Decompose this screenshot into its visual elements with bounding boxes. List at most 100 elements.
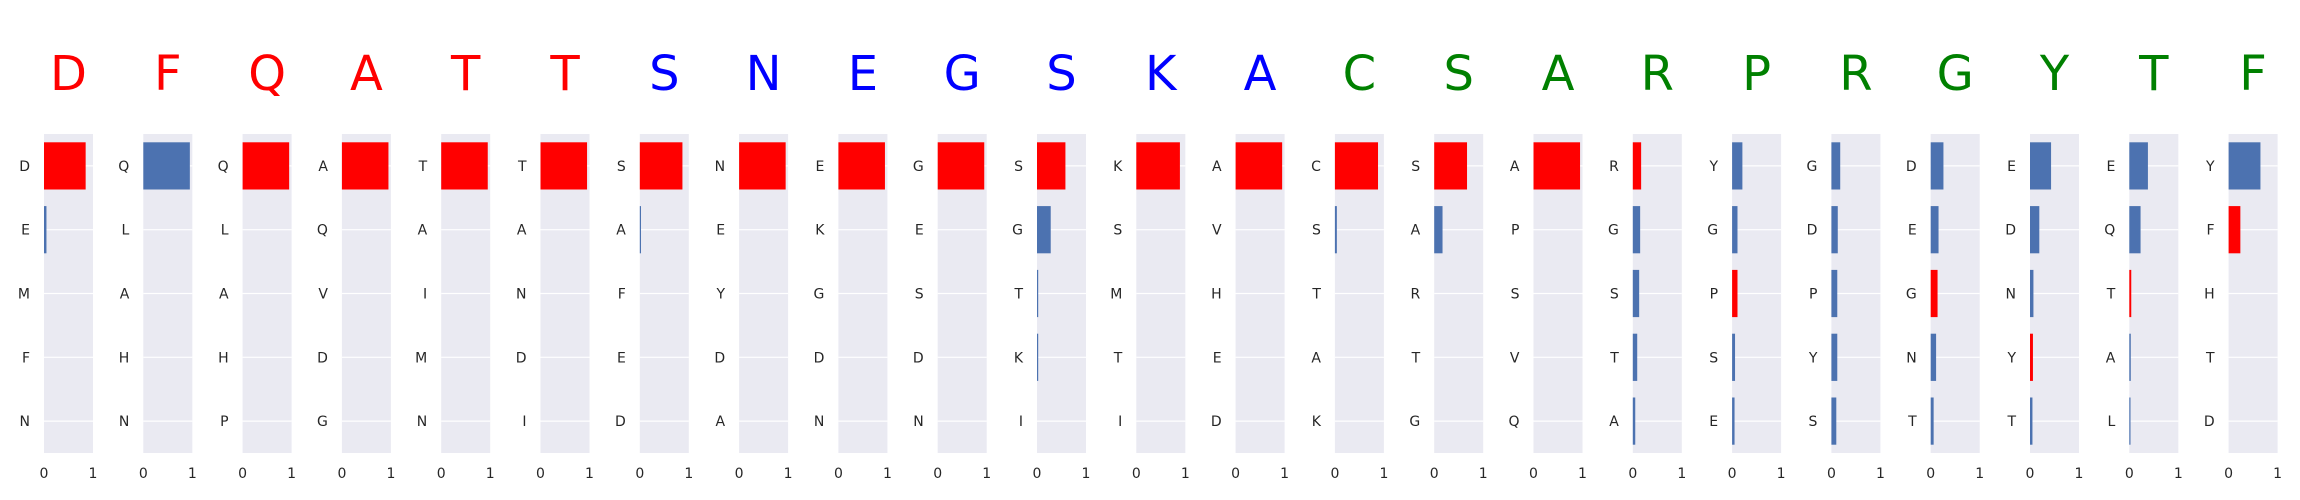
x-tick-label: 1 [883,466,892,482]
bar [739,142,786,190]
bar [1632,142,1642,190]
y-tick-label: R [1410,287,1420,303]
y-tick-label: T [1609,350,1619,366]
bar [1632,269,1640,318]
y-tick-label: N [715,159,725,175]
bar [937,142,985,190]
y-tick-label: G [1608,223,1619,239]
y-tick-label: Q [317,223,328,239]
y-tick-label: E [617,350,626,366]
y-tick-label: N [913,414,923,430]
y-tick-label: S [1014,159,1023,175]
residue-letter: A [350,46,383,102]
y-tick-label: D [814,350,825,366]
y-tick-label: D [2005,223,2016,239]
bar [2129,206,2141,254]
x-tick-label: 0 [2125,466,2134,482]
x-tick-label: 0 [337,466,346,482]
residue-letter: F [154,46,182,102]
y-tick-label: G [1012,223,1023,239]
bar [1037,206,1051,254]
bar [1831,142,1841,190]
y-tick-label: S [1411,159,1420,175]
y-tick-label: H [218,350,229,366]
y-tick-label: D [714,350,725,366]
y-tick-label: E [1908,223,1917,239]
bar [1037,269,1039,318]
bar [1037,333,1039,381]
y-tick-label: T [1013,287,1023,303]
y-tick-label: I [423,287,427,303]
y-tick-label: A [318,159,328,175]
residue-letter: S [649,46,679,102]
y-tick-label: E [1709,414,1718,430]
residue-letter: S [1443,46,1473,102]
bar [1930,142,1944,190]
x-tick-label: 1 [1082,466,1091,482]
x-tick-label: 1 [1479,466,1488,482]
y-tick-label: Y [2205,159,2215,175]
y-tick-label: S [1610,287,1619,303]
x-tick-label: 0 [1330,466,1339,482]
bar [2129,397,2131,445]
bar [341,142,389,190]
y-tick-label: A [616,223,626,239]
bar [44,142,86,190]
x-tick-label: 1 [1379,466,1388,482]
y-tick-label: T [1907,414,1917,430]
y-tick-label: H [1211,287,1222,303]
y-tick-label: D [2204,414,2215,430]
y-tick-label: L [221,223,229,239]
y-tick-label: T [2006,414,2016,430]
y-tick-label: A [219,287,229,303]
bar [2030,333,2033,381]
x-tick-label: 1 [486,466,495,482]
x-tick-label: 1 [1181,466,1190,482]
x-tick-label: 0 [1132,466,1141,482]
bar [1632,206,1641,254]
y-tick-label: S [1809,414,1818,430]
bar [1037,142,1066,190]
y-tick-label: Y [2006,350,2016,366]
y-tick-label: E [1213,350,1222,366]
y-tick-label: G [1707,223,1718,239]
x-tick-label: 1 [2075,466,2084,482]
bar [2030,206,2040,254]
residue-letter: C [1343,46,1377,102]
residue-letter: G [944,46,981,102]
x-tick-label: 0 [1628,466,1637,482]
y-tick-label: Q [118,159,129,175]
x-tick-label: 0 [1926,466,1935,482]
y-tick-label: R [1609,159,1619,175]
x-tick-label: 1 [287,466,296,482]
bar [1136,142,1180,190]
y-tick-label: I [1118,414,1122,430]
y-tick-label: D [913,350,924,366]
residue-letter: T [2138,46,2169,102]
residue-letter: F [2239,46,2267,102]
y-tick-label: K [1312,414,1322,430]
y-tick-label: T [517,159,527,175]
x-tick-label: 0 [1529,466,1538,482]
residue-letter: G [1937,46,1974,102]
y-tick-label: V [1212,223,1222,239]
x-tick-label: 0 [2224,466,2233,482]
residue-letter: Q [248,46,286,102]
x-tick-label: 1 [1280,466,1289,482]
bar [1831,206,1838,254]
x-tick-label: 0 [933,466,942,482]
bar [2129,142,2148,190]
x-tick-label: 0 [834,466,843,482]
bar [1533,142,1581,190]
y-tick-label: D [1211,414,1222,430]
bar [639,142,683,190]
bar [441,142,488,190]
x-tick-label: 0 [2026,466,2035,482]
bar [2030,397,2033,445]
bar [1632,397,1636,445]
bar [1930,206,1939,254]
bar [639,206,641,254]
y-tick-label: A [1609,414,1619,430]
bar [1732,142,1743,190]
